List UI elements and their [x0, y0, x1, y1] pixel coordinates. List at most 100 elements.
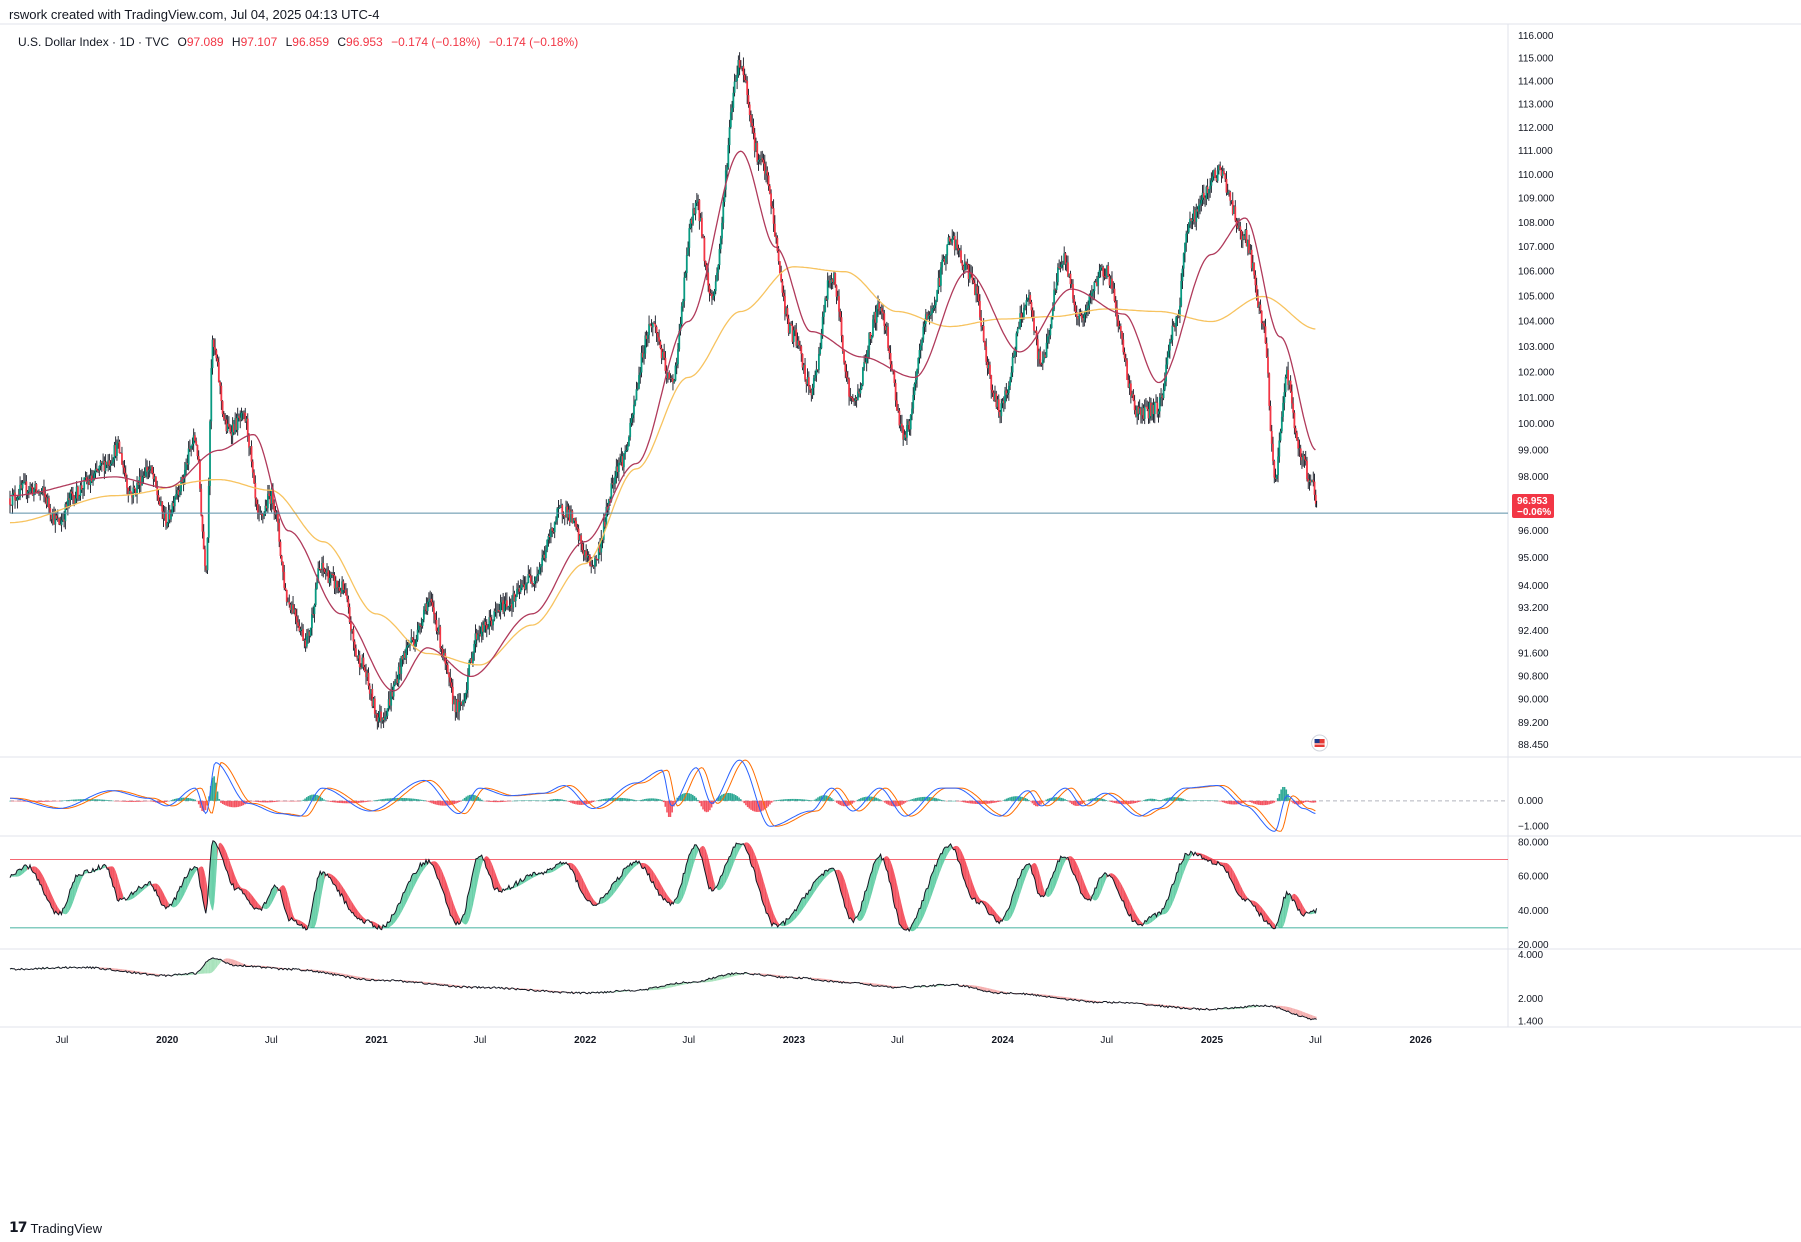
rsi-cloud-segment — [268, 893, 271, 908]
candle-body — [826, 280, 829, 300]
up-candle — [24, 473, 26, 485]
oscillator-histogram-bar — [683, 793, 685, 801]
up-candle — [868, 332, 871, 359]
candle-body — [1225, 178, 1228, 193]
rsi-cloud-segment — [972, 881, 974, 900]
down-candle — [660, 344, 663, 365]
candle-body — [1048, 335, 1050, 337]
candle-body — [372, 698, 375, 707]
up-candle — [287, 597, 289, 603]
candle-body — [294, 609, 297, 617]
oscillator-histogram-bar — [1192, 800, 1195, 802]
down-candle — [353, 639, 356, 657]
candle-body — [934, 300, 937, 306]
candle-body — [509, 603, 512, 606]
down-candle — [58, 517, 60, 526]
candle-body — [848, 379, 850, 397]
down-candle — [404, 649, 406, 661]
down-candle — [195, 437, 198, 446]
oscillator-histogram-bar — [801, 799, 804, 801]
up-candle — [913, 382, 916, 401]
oscillator-histogram-bar — [1060, 797, 1063, 801]
candle-body — [196, 444, 199, 457]
candle-body — [697, 199, 700, 202]
down-candle — [1132, 389, 1135, 402]
candle-body — [1031, 310, 1034, 318]
oscillator-histogram-bar — [1223, 800, 1226, 803]
candle-body — [69, 491, 72, 500]
up-candle — [166, 521, 169, 529]
down-candle — [888, 345, 891, 360]
oscillator-histogram-bar — [559, 799, 562, 801]
up-candle — [651, 322, 654, 337]
candle-body — [499, 602, 502, 612]
symbol-name[interactable]: U.S. Dollar Index · 1D · TVC — [18, 35, 170, 49]
oscillator-histogram-bar — [492, 800, 495, 803]
candle-body — [12, 492, 15, 494]
down-candle — [253, 469, 255, 484]
down-candle — [848, 377, 850, 406]
up-candle — [66, 492, 69, 516]
oscillator-histogram-bar — [501, 800, 504, 802]
rsi-cloud-segment — [794, 909, 797, 920]
down-candle — [782, 285, 785, 302]
candle-body — [645, 335, 648, 339]
candle-body — [472, 652, 474, 663]
up-candle — [478, 625, 481, 643]
oscillator-pane[interactable]: 0.000−1.000 — [9, 759, 1549, 832]
candle-body — [128, 490, 131, 495]
oscillator-histogram-bar — [552, 799, 555, 801]
oscillator-histogram-bar — [877, 798, 879, 801]
candle-body — [51, 512, 54, 520]
candle-body — [1194, 210, 1196, 222]
oscillator-histogram-bar — [472, 794, 474, 801]
oscillator-histogram-bar — [1266, 800, 1269, 805]
rsi-cloud-segment — [1292, 893, 1294, 901]
candle-body — [65, 504, 68, 508]
candle-body — [601, 538, 604, 540]
candle-body — [1190, 218, 1193, 222]
candle-body — [1098, 270, 1101, 278]
rsi-cloud-segment — [809, 890, 811, 901]
oscillator-histogram-bar — [1215, 800, 1217, 802]
oscillator-histogram-bar — [1230, 800, 1233, 805]
up-candle — [802, 362, 805, 374]
down-candle — [511, 595, 513, 617]
rsi-cloud-segment — [140, 887, 142, 894]
candle-body — [182, 478, 185, 483]
oscillator-histogram-bar — [633, 799, 636, 801]
main-price-pane[interactable] — [9, 52, 1508, 730]
candle-body — [995, 393, 998, 407]
up-candle — [249, 446, 252, 455]
candle-body — [243, 412, 245, 414]
up-candle — [885, 321, 888, 336]
time-axis[interactable]: Jul 2020 Jul 2021 Jul 2022 Jul 2023 Jul 2024 Jul 20… — [56, 1035, 1433, 1046]
up-candle — [1148, 396, 1151, 424]
oscillator-histogram-bar — [427, 800, 430, 802]
candle-body — [685, 255, 688, 274]
down-candle — [460, 701, 463, 706]
oscillator-histogram-bar — [822, 795, 824, 801]
candle-body — [834, 273, 837, 286]
candle-body — [317, 568, 320, 583]
down-candle — [177, 485, 180, 503]
oscillator-histogram-bar — [1120, 800, 1123, 805]
up-candle — [1226, 183, 1229, 196]
rsi-line — [9, 840, 1318, 933]
candle-body — [992, 392, 995, 401]
down-candle — [810, 388, 813, 402]
candle-body — [1257, 295, 1259, 307]
down-candle — [323, 567, 326, 574]
oscillator-histogram-bar — [237, 800, 239, 807]
up-candle — [170, 509, 172, 523]
rsi-cloud-segment — [315, 878, 318, 924]
down-candle — [1248, 234, 1251, 255]
oscillator-histogram-bar — [1276, 798, 1279, 801]
rsi-cloud-segment — [943, 847, 945, 864]
price-axis[interactable]: 116.000115.000114.000113.000112.000111.0… — [1518, 31, 1555, 751]
up-candle — [975, 284, 978, 303]
rsi-cloud-segment — [1132, 906, 1134, 922]
